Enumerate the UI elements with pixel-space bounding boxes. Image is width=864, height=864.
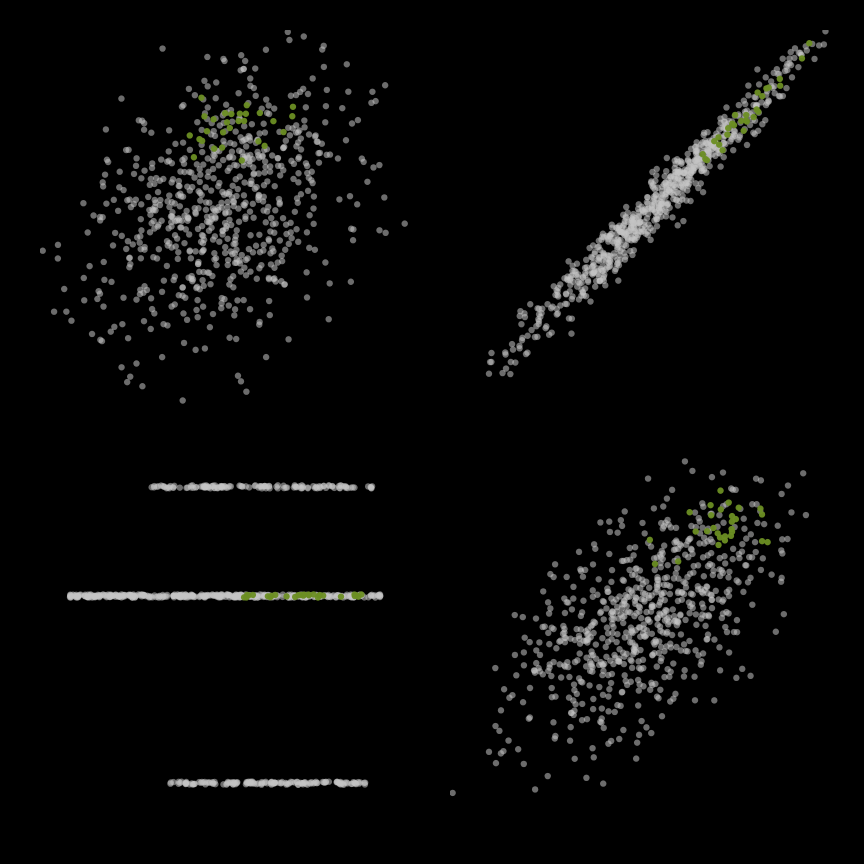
gray-points [67, 482, 384, 788]
gray-points [450, 458, 809, 796]
scatter-panel-p3 [450, 440, 830, 830]
scatter-panel-p2 [40, 440, 410, 830]
scatter-panel-p1 [450, 30, 830, 410]
scatter-panel-p0 [40, 30, 410, 410]
gray-points [40, 30, 408, 404]
scatter-grid-figure [0, 0, 864, 864]
gray-points [486, 30, 829, 377]
